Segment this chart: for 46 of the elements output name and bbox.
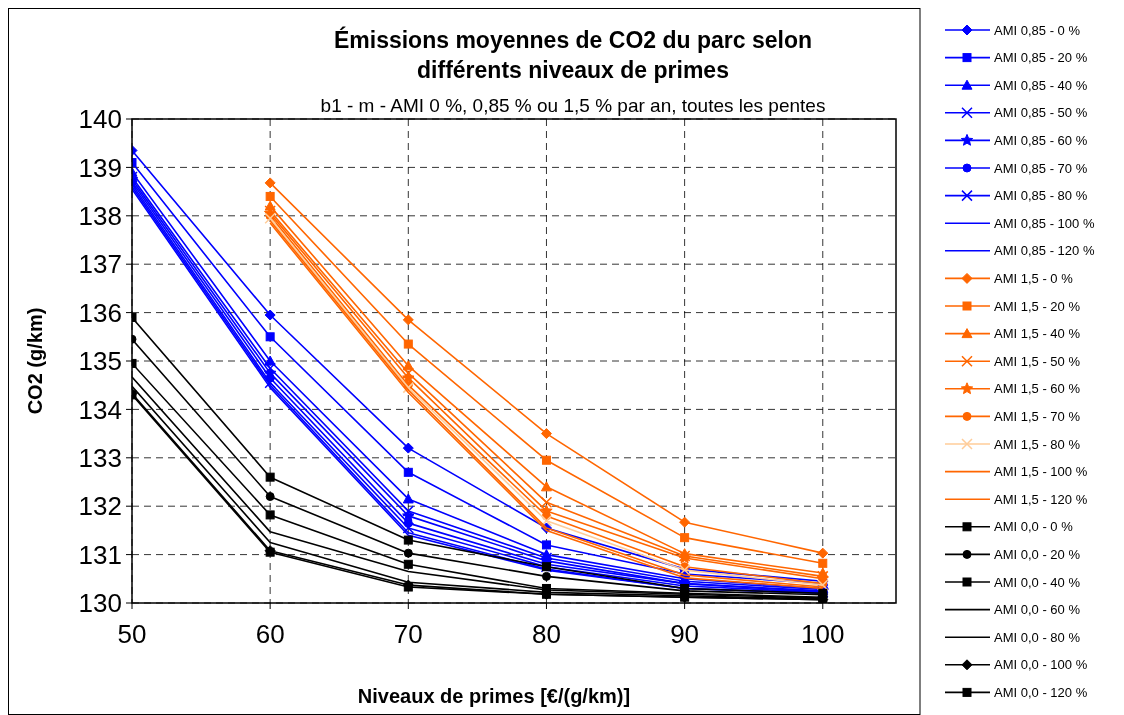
legend-label: AMI 0,85 - 100 % — [994, 215, 1095, 231]
x-tick-label: 80 — [532, 619, 561, 649]
legend-label: AMI 1,5 - 70 % — [994, 408, 1081, 424]
legend-label: AMI 0,85 - 0 % — [994, 22, 1081, 38]
legend-label: AMI 1,5 - 40 % — [994, 326, 1081, 342]
legend-label: AMI 0,85 - 50 % — [994, 105, 1088, 121]
legend-label: AMI 0,0 - 80 % — [994, 629, 1081, 645]
legend-label: AMI 0,0 - 0 % — [994, 519, 1074, 535]
legend-label: AMI 1,5 - 20 % — [994, 298, 1081, 314]
legend-label: AMI 1,5 - 80 % — [994, 436, 1081, 452]
x-tick-label: 50 — [117, 619, 147, 649]
legend-label: AMI 0,85 - 40 % — [994, 77, 1088, 93]
chart-subtitle: b1 - m - AMI 0 %, 0,85 % ou 1,5 % par an, toutes les pentes — [320, 95, 826, 116]
legend-label: AMI 1,5 - 50 % — [994, 353, 1081, 369]
x-tick-label: 60 — [255, 619, 285, 649]
legend-label: AMI 1,5 - 120 % — [994, 491, 1088, 507]
legend-label: AMI 0,0 - 120 % — [994, 684, 1088, 700]
chart-title: Émissions moyennes de CO2 du parc selon différents niveaux de primes — [333, 26, 813, 83]
legend-label: AMI 0,85 - 60 % — [994, 132, 1088, 148]
legend-label: AMI 0,0 - 100 % — [994, 657, 1088, 673]
y-tick-label: 132 — [78, 491, 122, 522]
legend-label: AMI 0,0 - 60 % — [994, 602, 1081, 618]
y-tick-label: 137 — [78, 249, 122, 280]
y-tick-label: 139 — [78, 152, 122, 183]
y-tick-label: 130 — [78, 588, 122, 619]
legend-label: AMI 0,0 - 20 % — [994, 546, 1081, 562]
legend-label: AMI 0,85 - 20 % — [994, 50, 1088, 66]
legend-label: AMI 0,85 - 80 % — [994, 188, 1088, 204]
legend-label: AMI 0,0 - 40 % — [994, 574, 1081, 590]
y-tick-label: 138 — [78, 200, 122, 231]
y-axis-title: CO2 (g/km) — [24, 307, 46, 415]
y-tick-label: 134 — [78, 394, 122, 425]
legend-label: AMI 1,5 - 60 % — [994, 381, 1081, 397]
legend-label: AMI 1,5 - 100 % — [994, 464, 1088, 480]
x-axis-title: Niveaux de primes [€/(g/km)] — [357, 685, 631, 707]
x-tick-label: 90 — [670, 619, 700, 649]
y-tick-label: 136 — [78, 297, 122, 328]
x-tick-label: 100 — [801, 619, 845, 649]
legend-label: AMI 0,85 - 120 % — [994, 243, 1095, 259]
y-tick-label: 131 — [78, 539, 122, 570]
y-tick-label: 140 — [78, 104, 122, 135]
y-tick-label: 135 — [78, 346, 122, 377]
y-tick-label: 133 — [78, 442, 122, 473]
legend-label: AMI 0,85 - 70 % — [994, 160, 1088, 176]
x-tick-label: 70 — [393, 619, 423, 649]
legend-label: AMI 1,5 - 0 % — [994, 270, 1074, 286]
